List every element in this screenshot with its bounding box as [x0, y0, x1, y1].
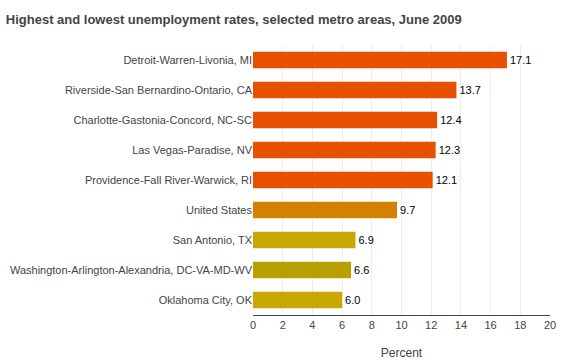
svg-text:United States: United States — [186, 204, 253, 216]
svg-text:12: 12 — [425, 319, 437, 331]
svg-text:Las Vegas-Paradise, NV: Las Vegas-Paradise, NV — [132, 144, 253, 156]
svg-text:Oklahoma City, OK: Oklahoma City, OK — [159, 294, 253, 306]
svg-text:12.3: 12.3 — [439, 144, 460, 156]
svg-text:San Antonio, TX: San Antonio, TX — [173, 234, 253, 246]
svg-text:Charlotte-Gastonia-Concord, NC: Charlotte-Gastonia-Concord, NC-SC — [73, 114, 252, 126]
svg-text:Highest and lowest unemploymen: Highest and lowest unemployment rates, s… — [6, 12, 462, 27]
svg-text:6.0: 6.0 — [345, 294, 360, 306]
svg-text:12.1: 12.1 — [436, 174, 457, 186]
svg-text:0: 0 — [250, 319, 256, 331]
svg-text:2: 2 — [280, 319, 286, 331]
svg-text:Percent: Percent — [381, 346, 423, 360]
svg-text:18: 18 — [514, 319, 526, 331]
svg-text:Detroit-Warren-Livonia, MI: Detroit-Warren-Livonia, MI — [123, 54, 252, 66]
svg-text:Washington-Arlington-Alexandri: Washington-Arlington-Alexandria, DC-VA-M… — [10, 264, 253, 276]
svg-text:8: 8 — [369, 319, 375, 331]
svg-text:16: 16 — [484, 319, 496, 331]
svg-text:Riverside-San Bernardino-Ontar: Riverside-San Bernardino-Ontario, CA — [65, 84, 253, 96]
svg-text:6.6: 6.6 — [354, 264, 369, 276]
svg-text:Providence-Fall River-Warwick,: Providence-Fall River-Warwick, RI — [85, 174, 252, 186]
svg-text:17.1: 17.1 — [510, 54, 531, 66]
svg-text:20: 20 — [544, 319, 556, 331]
svg-text:4: 4 — [309, 319, 315, 331]
svg-text:9.7: 9.7 — [400, 204, 415, 216]
svg-text:12.4: 12.4 — [440, 114, 461, 126]
svg-text:6: 6 — [339, 319, 345, 331]
svg-text:10: 10 — [395, 319, 407, 331]
svg-text:13.7: 13.7 — [459, 84, 480, 96]
svg-text:14: 14 — [455, 319, 467, 331]
svg-text:6.9: 6.9 — [358, 234, 373, 246]
